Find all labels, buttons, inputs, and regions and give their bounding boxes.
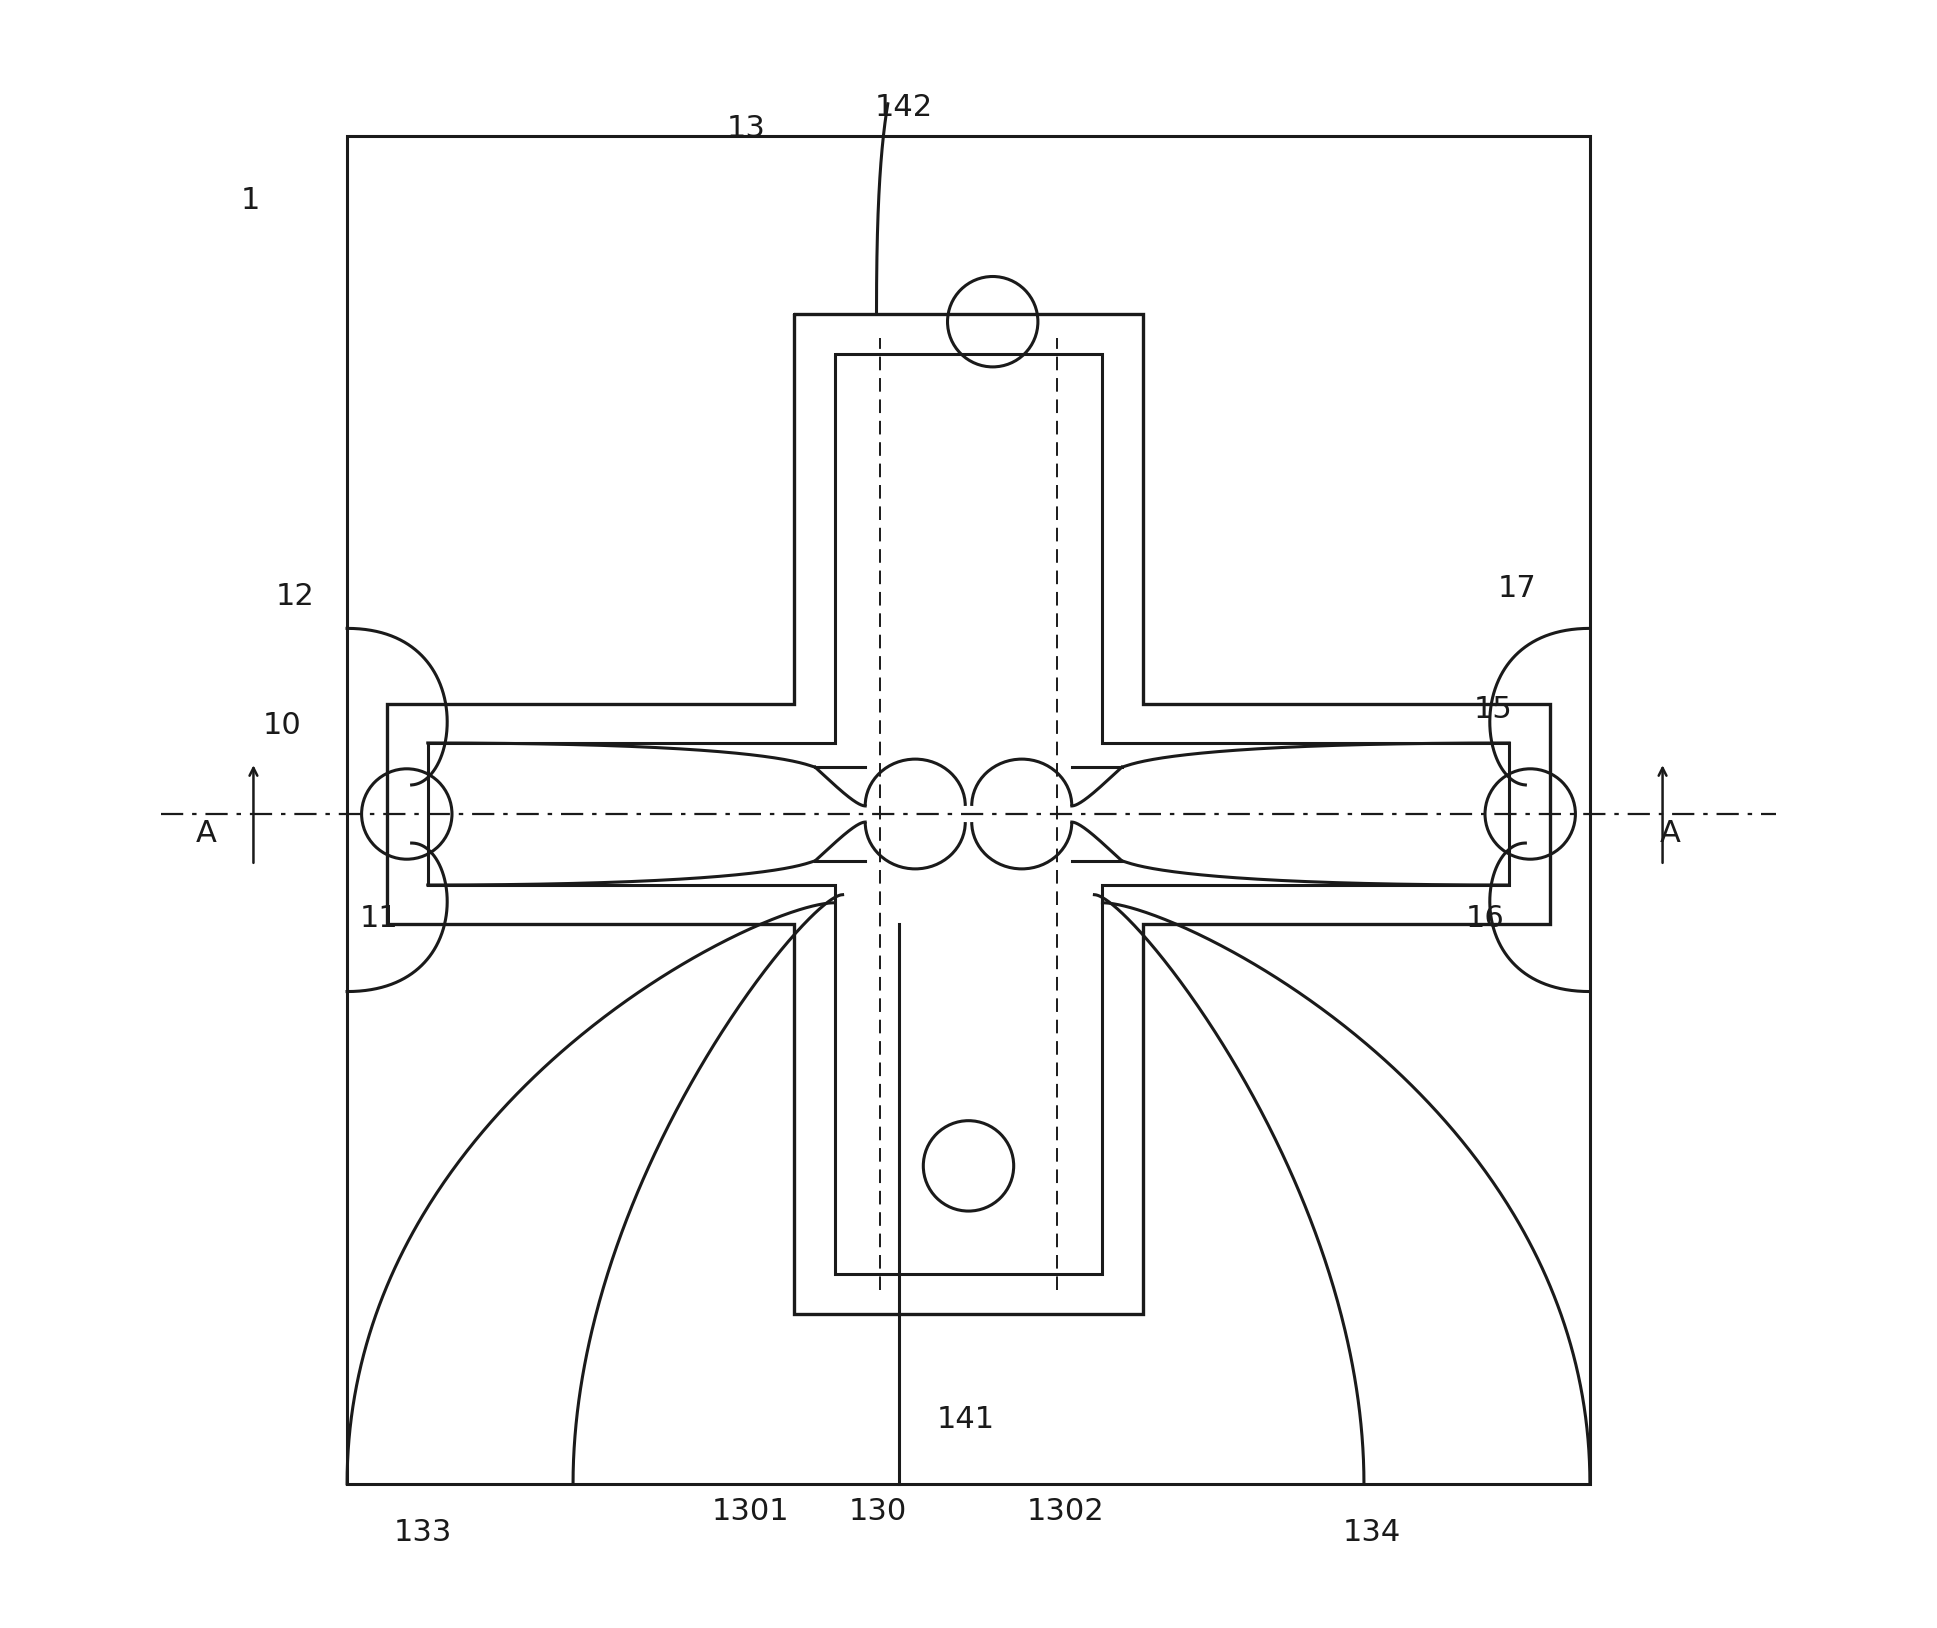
Text: 133: 133: [393, 1517, 451, 1547]
Text: 17: 17: [1497, 573, 1536, 602]
Text: 130: 130: [848, 1496, 907, 1525]
Text: 11: 11: [360, 905, 399, 933]
Text: 1: 1: [240, 186, 260, 215]
Text: A: A: [196, 819, 217, 848]
Text: 12: 12: [277, 581, 316, 610]
Text: 134: 134: [1342, 1517, 1400, 1547]
Text: 141: 141: [936, 1405, 994, 1434]
Text: 15: 15: [1474, 695, 1513, 723]
Text: 142: 142: [876, 93, 934, 122]
Text: 1301: 1301: [711, 1496, 790, 1525]
Bar: [347, 137, 1590, 1483]
Text: 16: 16: [1466, 905, 1505, 933]
Text: 13: 13: [726, 114, 765, 143]
Text: 10: 10: [263, 711, 302, 739]
Text: A: A: [1660, 819, 1681, 848]
Text: 1302: 1302: [1027, 1496, 1104, 1525]
